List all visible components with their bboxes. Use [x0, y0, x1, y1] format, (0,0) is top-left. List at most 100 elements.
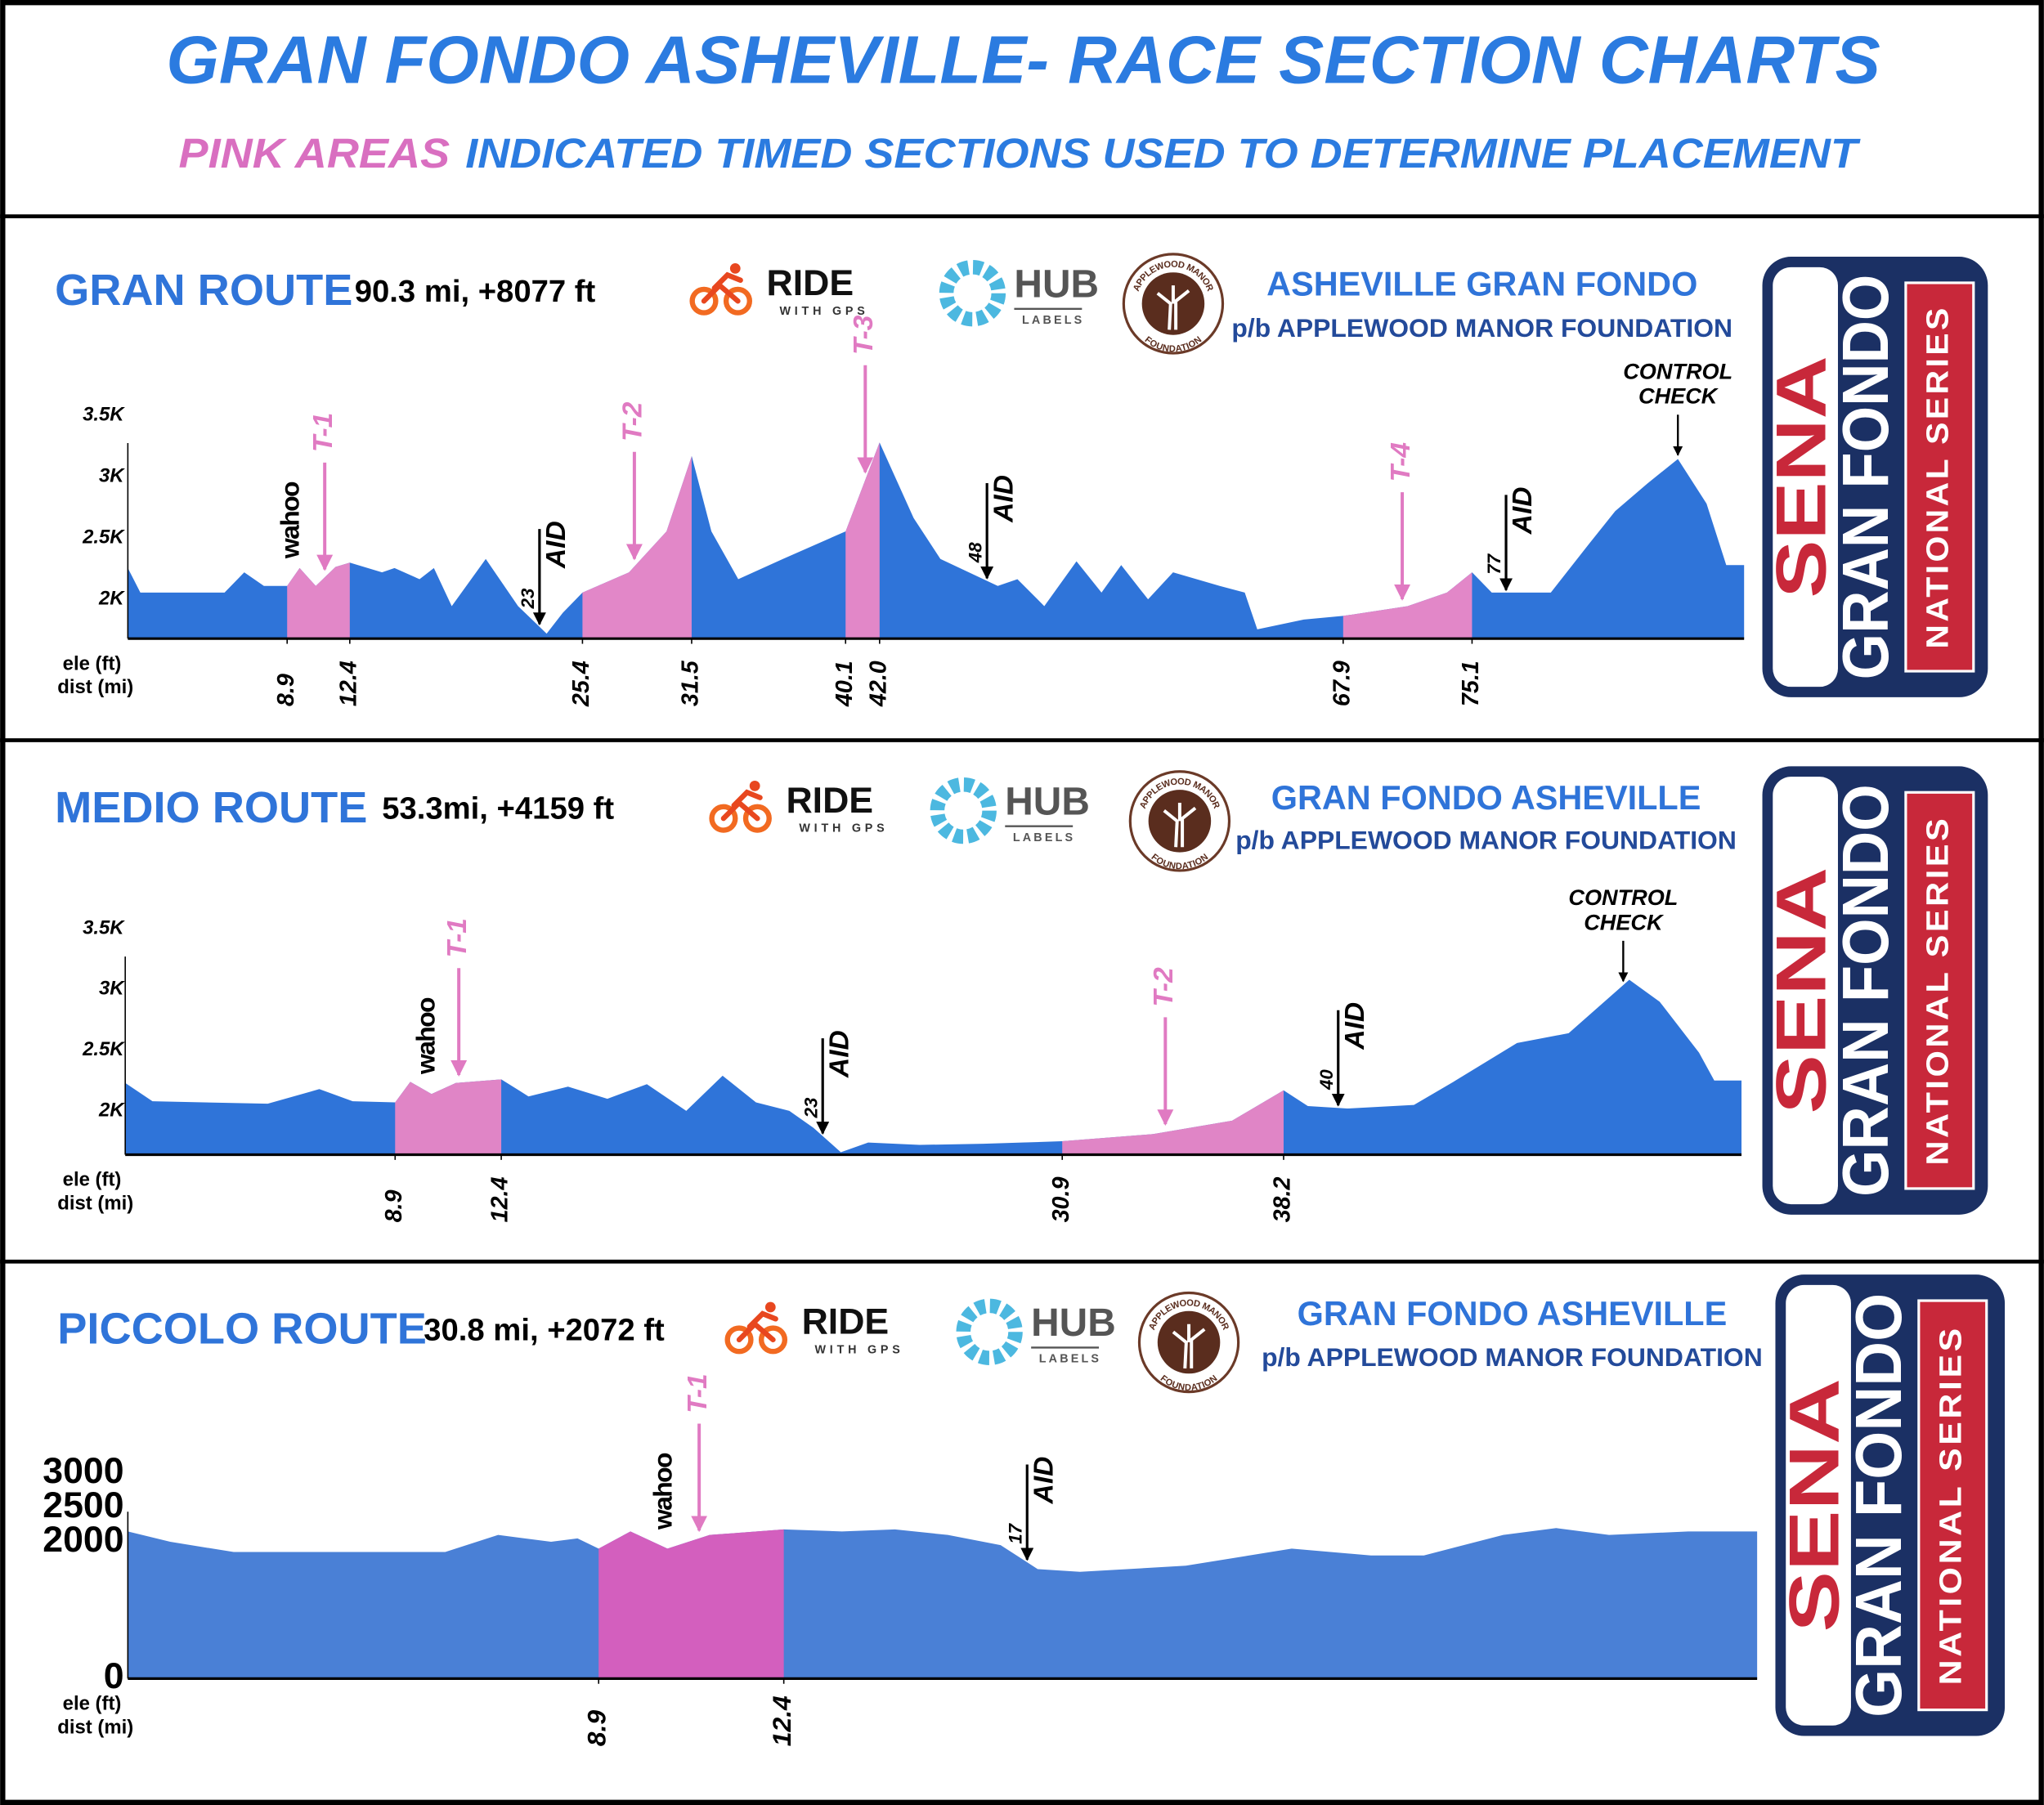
badge-series: NATIONAL SERIES	[1920, 305, 1955, 648]
control-label: CONTROL	[1568, 885, 1678, 910]
ride-logo-head	[749, 780, 760, 791]
aid-label: AID	[988, 475, 1019, 523]
x-tick-label: 38.2	[1270, 1177, 1296, 1223]
route-stats: 90.3 mi, +8077 ft	[355, 274, 596, 309]
page-title: GRAN FONDO ASHEVILLE- RACE SECTION CHART…	[166, 22, 1880, 98]
aid-label: AID	[541, 521, 572, 569]
foundation-tree	[1156, 285, 1190, 330]
timed-label: T-2	[1149, 967, 1179, 1007]
ride-logo-rider	[701, 271, 743, 304]
brand-label: wahoo	[410, 997, 440, 1075]
y-tick-label: 3.5K	[83, 916, 125, 938]
aid-label: AID	[1508, 487, 1538, 535]
x-tick-label: 8.9	[582, 1710, 612, 1747]
aid-label: AID	[1340, 1002, 1370, 1050]
ride-logo-sub: WITH GPS	[779, 305, 868, 318]
presented-by: p/b APPLEWOOD MANOR FOUNDATION	[1262, 1342, 1763, 1372]
x-axis-label: dist (mi)	[57, 1192, 133, 1214]
y-tick-label: 2000	[43, 1520, 123, 1560]
hub-logo-sub: LABELS	[1022, 314, 1084, 327]
x-tick-label: 42.0	[865, 661, 891, 707]
hub-logo-center	[981, 1324, 997, 1340]
foundation-tree	[1172, 1324, 1206, 1369]
badge-series: NATIONAL SERIES	[1920, 816, 1955, 1166]
aid-mile: 77	[1484, 553, 1504, 574]
y-tick-label: 2.5K	[82, 526, 125, 549]
ride-logo-text: RIDE	[767, 263, 854, 303]
y-tick-label: 3.5K	[83, 404, 125, 426]
hub-logo-center	[955, 803, 971, 819]
x-tick-label: 25.4	[568, 661, 594, 707]
timed-section	[1342, 572, 1472, 639]
x-tick-label: 67.9	[1329, 661, 1355, 706]
elevation-area	[128, 1528, 1758, 1679]
hub-logo-text: HUB	[1031, 1301, 1116, 1345]
badge-red	[1904, 281, 1975, 673]
ride-logo-wheel	[709, 804, 738, 833]
hub-logo-sub: LABELS	[1039, 1353, 1101, 1366]
y-axis-label: ele (ft)	[63, 1169, 122, 1191]
ride-logo-wheel	[742, 804, 772, 833]
x-tick-label: 12.4	[767, 1695, 796, 1746]
timed-label: T-1	[308, 413, 338, 452]
route-stats: 30.8 mi, +2072 ft	[424, 1312, 665, 1347]
ride-logo-wheel	[689, 286, 719, 316]
ride-logo-sub: WITH GPS	[799, 822, 888, 835]
foundation-tree	[1163, 803, 1197, 848]
route-stats: 53.3mi, +4159 ft	[382, 791, 614, 826]
hub-logo-text: HUB	[1005, 780, 1090, 823]
ride-logo-head	[764, 1301, 776, 1313]
control-label: CHECK	[1638, 383, 1719, 409]
badge-event: GRAN FONDO	[1842, 1293, 1915, 1718]
timed-label: T-4	[1386, 442, 1416, 482]
badge-series: NATIONAL SERIES	[1933, 1325, 1968, 1685]
presented-by: p/b APPLEWOOD MANOR FOUNDATION	[1231, 313, 1732, 343]
aid-mile: 23	[518, 588, 538, 609]
badge-brand: SENA	[1775, 1378, 1853, 1632]
y-axis-label: ele (ft)	[63, 1693, 122, 1715]
aid-mile: 17	[1005, 1522, 1025, 1543]
badge-white	[1773, 266, 1838, 688]
badge-brand: SENA	[1762, 356, 1840, 598]
ride-logo-sub: WITH GPS	[815, 1343, 904, 1356]
event-name: GRAN FONDO ASHEVILLE	[1298, 1294, 1728, 1332]
timed-section	[582, 456, 692, 639]
y-tick-label: 2K	[98, 1099, 125, 1121]
timed-section	[287, 562, 350, 639]
x-tick-label: 40.1	[831, 661, 858, 707]
y-tick-label: 3000	[43, 1451, 123, 1491]
brand-label: wahoo	[648, 1453, 678, 1530]
x-tick-label: 31.5	[678, 660, 704, 706]
brand-label: wahoo	[276, 481, 305, 559]
badge-event: GRAN FONDO	[1829, 784, 1902, 1197]
hub-logo-center	[964, 285, 980, 302]
badge-white	[1786, 1284, 1851, 1726]
x-tick-label: 75.1	[1458, 661, 1484, 706]
hub-logo-text: HUB	[1014, 262, 1099, 306]
badge-red	[1917, 1299, 1988, 1712]
y-tick-label: 3K	[99, 465, 125, 487]
ride-logo-rider	[720, 789, 763, 822]
timed-label: T-1	[442, 918, 473, 957]
route-name: GRAN ROUTE	[55, 266, 352, 315]
x-axis-label: dist (mi)	[57, 676, 133, 698]
x-tick-label: 8.9	[273, 674, 299, 706]
route-name: PICCOLO ROUTE	[57, 1305, 427, 1354]
subtitle: INDICATED TIMED SECTIONS USED TO DETERMI…	[465, 130, 1861, 177]
y-tick-label: 2.5K	[82, 1038, 125, 1060]
aid-label: AID	[1029, 1457, 1059, 1505]
timed-label: T-1	[683, 1373, 713, 1413]
aid-mile: 40	[1316, 1069, 1337, 1091]
ride-logo-text: RIDE	[802, 1302, 890, 1342]
control-label: CONTROL	[1623, 358, 1732, 383]
y-tick-label: 0	[104, 1656, 124, 1696]
ride-logo-rider	[736, 1310, 778, 1343]
x-tick-label: 30.9	[1048, 1177, 1074, 1223]
y-tick-label: 2500	[43, 1485, 123, 1525]
badge-event: GRAN FONDO	[1829, 275, 1902, 680]
timed-section	[598, 1529, 784, 1679]
timed-section	[845, 442, 880, 639]
x-tick-label: 8.9	[381, 1189, 407, 1222]
